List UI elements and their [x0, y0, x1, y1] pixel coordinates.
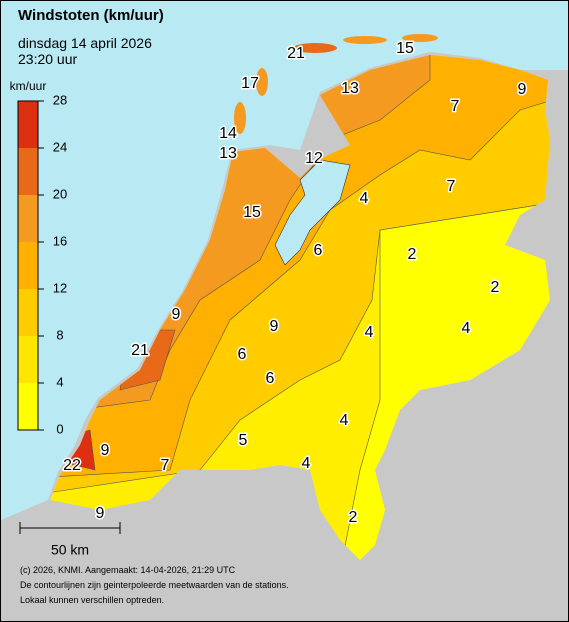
legend-unit: km/uur — [10, 79, 47, 93]
legend-tick-label: 4 — [56, 374, 63, 389]
legend-tick-label: 24 — [53, 139, 67, 154]
station-value: 6 — [238, 346, 247, 363]
legend-tick-label: 8 — [56, 327, 63, 342]
station-value: 9 — [518, 81, 527, 98]
footer: Lokaal kunnen verschillen optreden. — [20, 595, 164, 605]
station-value: 6 — [314, 242, 323, 259]
legend-tick-label: 20 — [53, 186, 67, 201]
island — [343, 36, 387, 44]
station-value: 6 — [266, 370, 275, 387]
sea — [1, 1, 568, 520]
station-value: 4 — [340, 412, 349, 429]
island — [256, 68, 268, 96]
station-value: 21 — [287, 45, 305, 62]
footer: De contourlijnen zijn geinterpoleerde me… — [20, 580, 289, 590]
station-value: 9 — [270, 318, 279, 335]
station-value: 4 — [365, 324, 374, 341]
station-value: 9 — [172, 306, 181, 323]
station-value: 5 — [239, 432, 248, 449]
legend-tick-label: 12 — [53, 280, 67, 295]
legend-band — [18, 383, 38, 430]
legend-tick-label: 0 — [56, 421, 63, 436]
footer: (c) 2026, KNMI. Aangemaakt: 14-04-2026, … — [20, 565, 236, 575]
station-value: 2 — [349, 509, 358, 526]
legend: 0 4 8 12 16 20 24 28 — [17, 92, 67, 436]
station-value: 13 — [219, 145, 237, 162]
station-value: 12 — [305, 150, 323, 167]
station-value: 4 — [462, 320, 471, 337]
station-value: 7 — [161, 457, 170, 474]
station-value: 9 — [96, 505, 105, 522]
legend-tick-label: 16 — [53, 233, 67, 248]
legend-band — [18, 336, 38, 383]
legend-band — [18, 289, 38, 336]
island — [293, 43, 337, 53]
station-value: 15 — [396, 40, 414, 57]
island — [234, 102, 246, 134]
scale-label: 50 km — [51, 542, 89, 558]
station-value: 22 — [63, 457, 81, 474]
date: dinsdag 14 april 2026 — [18, 35, 152, 51]
station-value: 21 — [131, 342, 149, 359]
legend-band — [18, 148, 38, 195]
station-value: 14 — [219, 125, 237, 142]
title: Windstoten (km/uur) — [18, 7, 164, 24]
station-value: 4 — [360, 190, 369, 207]
station-value: 17 — [241, 75, 259, 92]
time: 23:20 uur — [18, 51, 77, 67]
station-value: 13 — [341, 80, 359, 97]
station-value: 7 — [447, 178, 456, 195]
station-value: 7 — [451, 98, 460, 115]
ijsselmeer — [274, 159, 351, 266]
island — [402, 34, 438, 42]
legend-band — [18, 101, 38, 148]
station-value: 2 — [491, 279, 500, 296]
legend-band — [18, 242, 38, 289]
station-value: 4 — [302, 455, 311, 472]
legend-tick-label: 28 — [53, 92, 67, 107]
station-value: 2 — [408, 246, 417, 263]
station-value: 9 — [101, 442, 110, 459]
legend-frame — [17, 100, 39, 431]
legend-band — [18, 195, 38, 242]
station-value: 15 — [243, 204, 261, 221]
